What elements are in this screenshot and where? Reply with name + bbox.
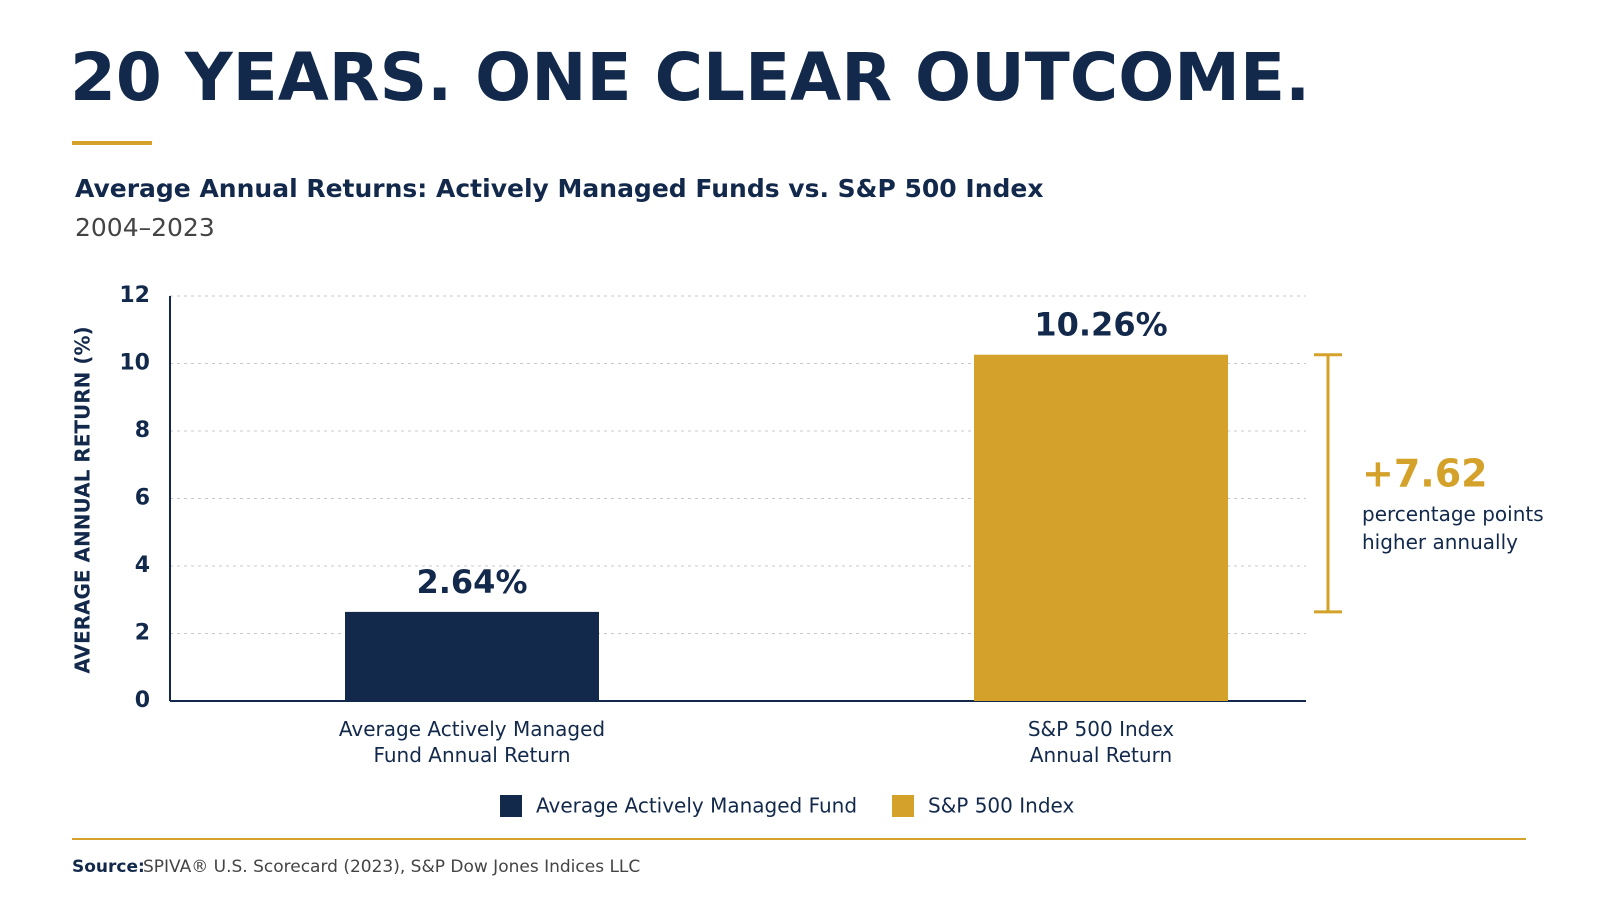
y-tick-label: 0	[135, 688, 150, 713]
y-tick-label: 6	[135, 486, 150, 511]
y-tick-label: 8	[135, 418, 150, 443]
legend-label: S&P 500 Index	[928, 794, 1074, 818]
annotation-text: percentage points higher annually	[1362, 502, 1544, 554]
source-text: SPIVA® U.S. Scorecard (2023), S&P Dow Jo…	[143, 857, 640, 877]
legend-swatch	[892, 795, 914, 817]
legend-swatch	[500, 795, 522, 817]
y-tick-label: 12	[119, 283, 150, 308]
value-label: 2.64%	[416, 563, 527, 601]
chart-subtitle: Average Annual Returns: Actively Managed…	[75, 174, 1043, 203]
annotation-value: +7.62	[1362, 452, 1488, 496]
value-label: 10.26%	[1034, 306, 1167, 344]
x-tick-label: S&P 500 Index Annual Return	[1027, 717, 1175, 767]
x-tick-label: Average Actively Managed Fund Annual Ret…	[338, 717, 606, 767]
y-tick-label: 10	[119, 351, 150, 376]
bar	[345, 611, 599, 701]
difference-bracket	[1314, 353, 1342, 614]
source-label: Source:	[72, 857, 145, 877]
y-axis-label: AVERAGE ANNUAL RETURN (%)	[71, 326, 95, 673]
legend-label: Average Actively Managed Fund	[536, 794, 857, 818]
chart-title: 20 YEARS. ONE CLEAR OUTCOME.	[70, 39, 1310, 116]
y-tick-label: 2	[135, 621, 150, 646]
title-underline	[72, 141, 152, 145]
chart-period: 2004–2023	[75, 213, 215, 242]
y-tick-label: 4	[135, 553, 150, 578]
bar	[974, 354, 1228, 701]
